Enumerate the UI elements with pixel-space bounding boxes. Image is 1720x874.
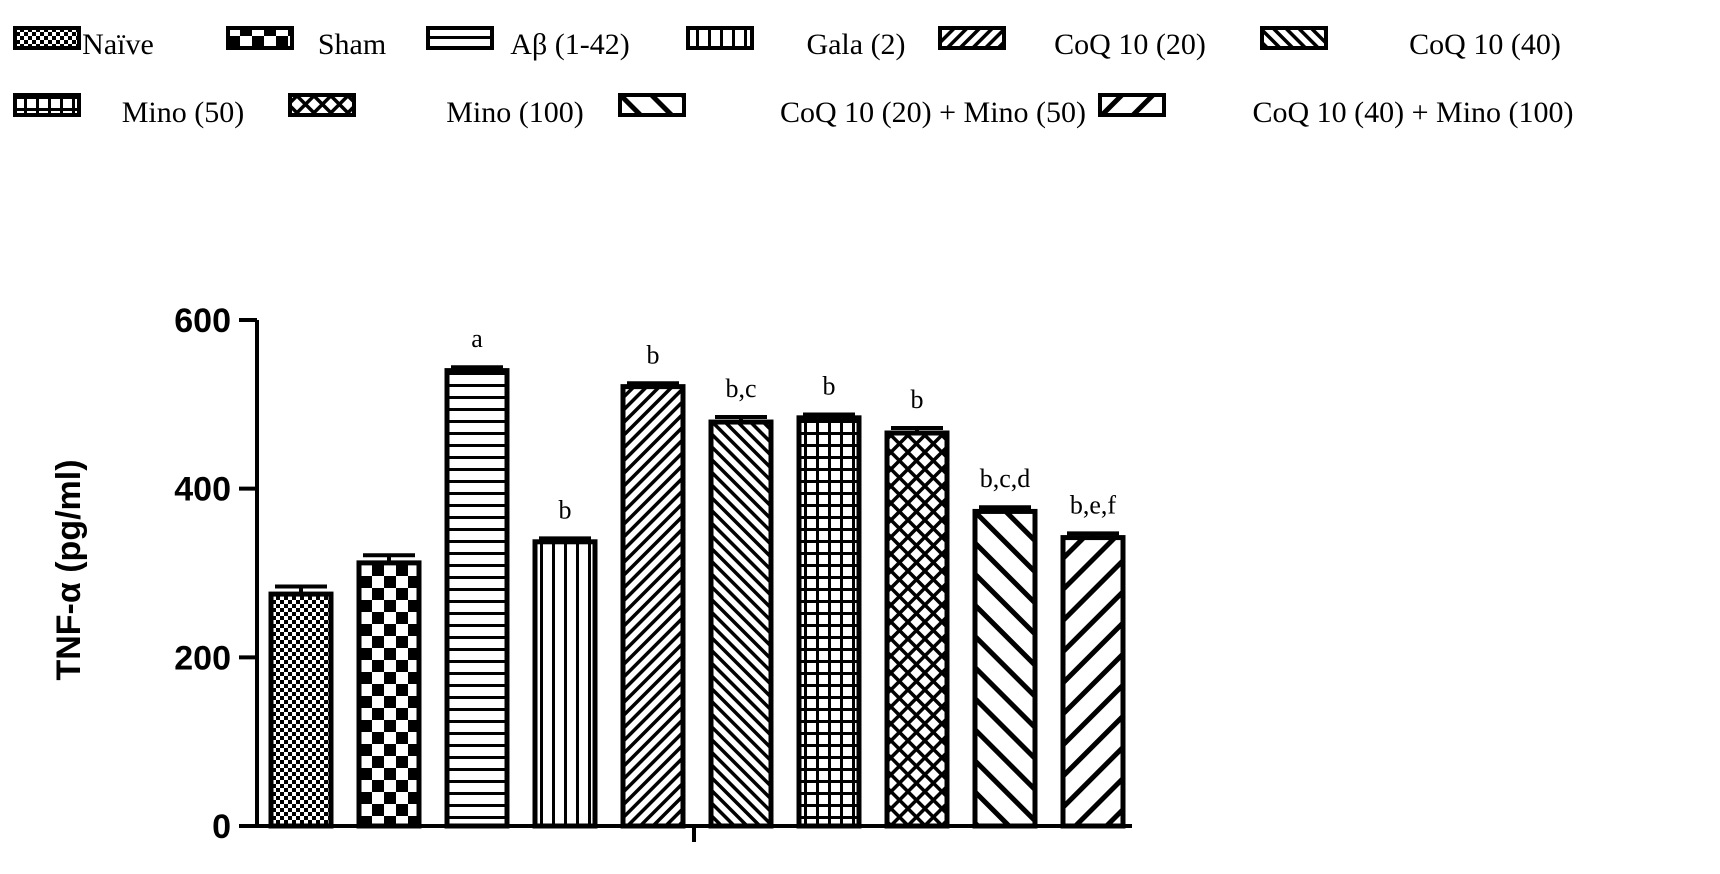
bar-annotation: a [471, 324, 483, 353]
y-tick-label: 0 [212, 808, 231, 846]
legend-item: CoQ 10 (40) [1260, 26, 1561, 61]
legend-swatch [13, 93, 81, 117]
bar-group: a [444, 324, 510, 829]
legend-swatch [618, 93, 686, 117]
legend-swatch [426, 26, 494, 50]
bar-group: b [532, 495, 598, 829]
legend-label: CoQ 10 (40) [1409, 28, 1561, 61]
legend-item: Naïve [13, 26, 154, 61]
bar [972, 508, 1038, 829]
legend-item: CoQ 10 (20) + Mino (50) [618, 93, 1086, 129]
bar-group [356, 553, 422, 829]
legend-label: Sham [318, 28, 386, 61]
bar-group: b,c,d [972, 464, 1038, 829]
legend-swatch [1098, 93, 1166, 117]
bar [884, 430, 950, 829]
y-tick-label: 400 [174, 471, 231, 509]
bar [532, 539, 598, 829]
bar [268, 591, 334, 829]
bar-annotation: b [647, 340, 660, 369]
bar-annotation: b,c [725, 374, 756, 403]
bar-group: b [620, 340, 686, 829]
legend-item: Aβ (1-42) [426, 26, 630, 61]
y-axis-label: TNF-α (pg/ml) [50, 459, 88, 680]
legend-label: Gala (2) [806, 28, 905, 61]
bar [356, 560, 422, 829]
bar [620, 384, 686, 829]
y-tick-label: 600 [174, 302, 231, 340]
legend-item: CoQ 10 (40) + Mino (100) [1098, 93, 1574, 129]
legend: Naïve Sham Aβ (1-42) Gala (2) CoQ 10 (20) CoQ… [13, 26, 1574, 129]
legend-item: Sham [226, 26, 386, 61]
legend-item: Mino (100) [288, 93, 584, 129]
bar-group: b,e,f [1060, 490, 1126, 829]
bar [444, 368, 510, 829]
bar-annotation: b [823, 371, 836, 400]
plot-area: 0 200 400 600 TNF-α (pg/ml) a b b b,c b b b,c,d b,e,… [50, 302, 1132, 846]
legend-label: CoQ 10 (20) + Mino (50) [780, 96, 1086, 129]
legend-swatch [13, 26, 81, 50]
bar [796, 415, 862, 829]
legend-label: Aβ (1-42) [510, 28, 629, 61]
bar-annotation: b,e,f [1070, 490, 1117, 519]
bar-group: b [884, 385, 950, 829]
bar-annotation: b [911, 385, 924, 414]
legend-swatch [288, 93, 356, 117]
bar [1060, 535, 1126, 829]
legend-label: CoQ 10 (20) [1054, 28, 1206, 61]
legend-swatch [686, 26, 754, 50]
legend-label: CoQ 10 (40) + Mino (100) [1252, 96, 1573, 129]
legend-label: Mino (50) [122, 96, 245, 129]
legend-swatch [938, 26, 1006, 50]
bar [708, 419, 774, 829]
y-tick-label: 200 [174, 639, 231, 677]
legend-swatch [1260, 26, 1328, 50]
legend-item: Gala (2) [686, 26, 906, 61]
legend-label: Mino (100) [446, 96, 584, 129]
legend-item: Mino (50) [13, 93, 245, 129]
bar-annotation: b,c,d [980, 464, 1031, 493]
bar-group [268, 584, 334, 829]
legend-item: CoQ 10 (20) [938, 26, 1206, 61]
legend-swatch [226, 26, 294, 50]
legend-label: Naïve [82, 28, 154, 61]
bar-group: b,c [708, 374, 774, 829]
bar-annotation: b [559, 495, 572, 524]
bar-group: b [796, 371, 862, 829]
